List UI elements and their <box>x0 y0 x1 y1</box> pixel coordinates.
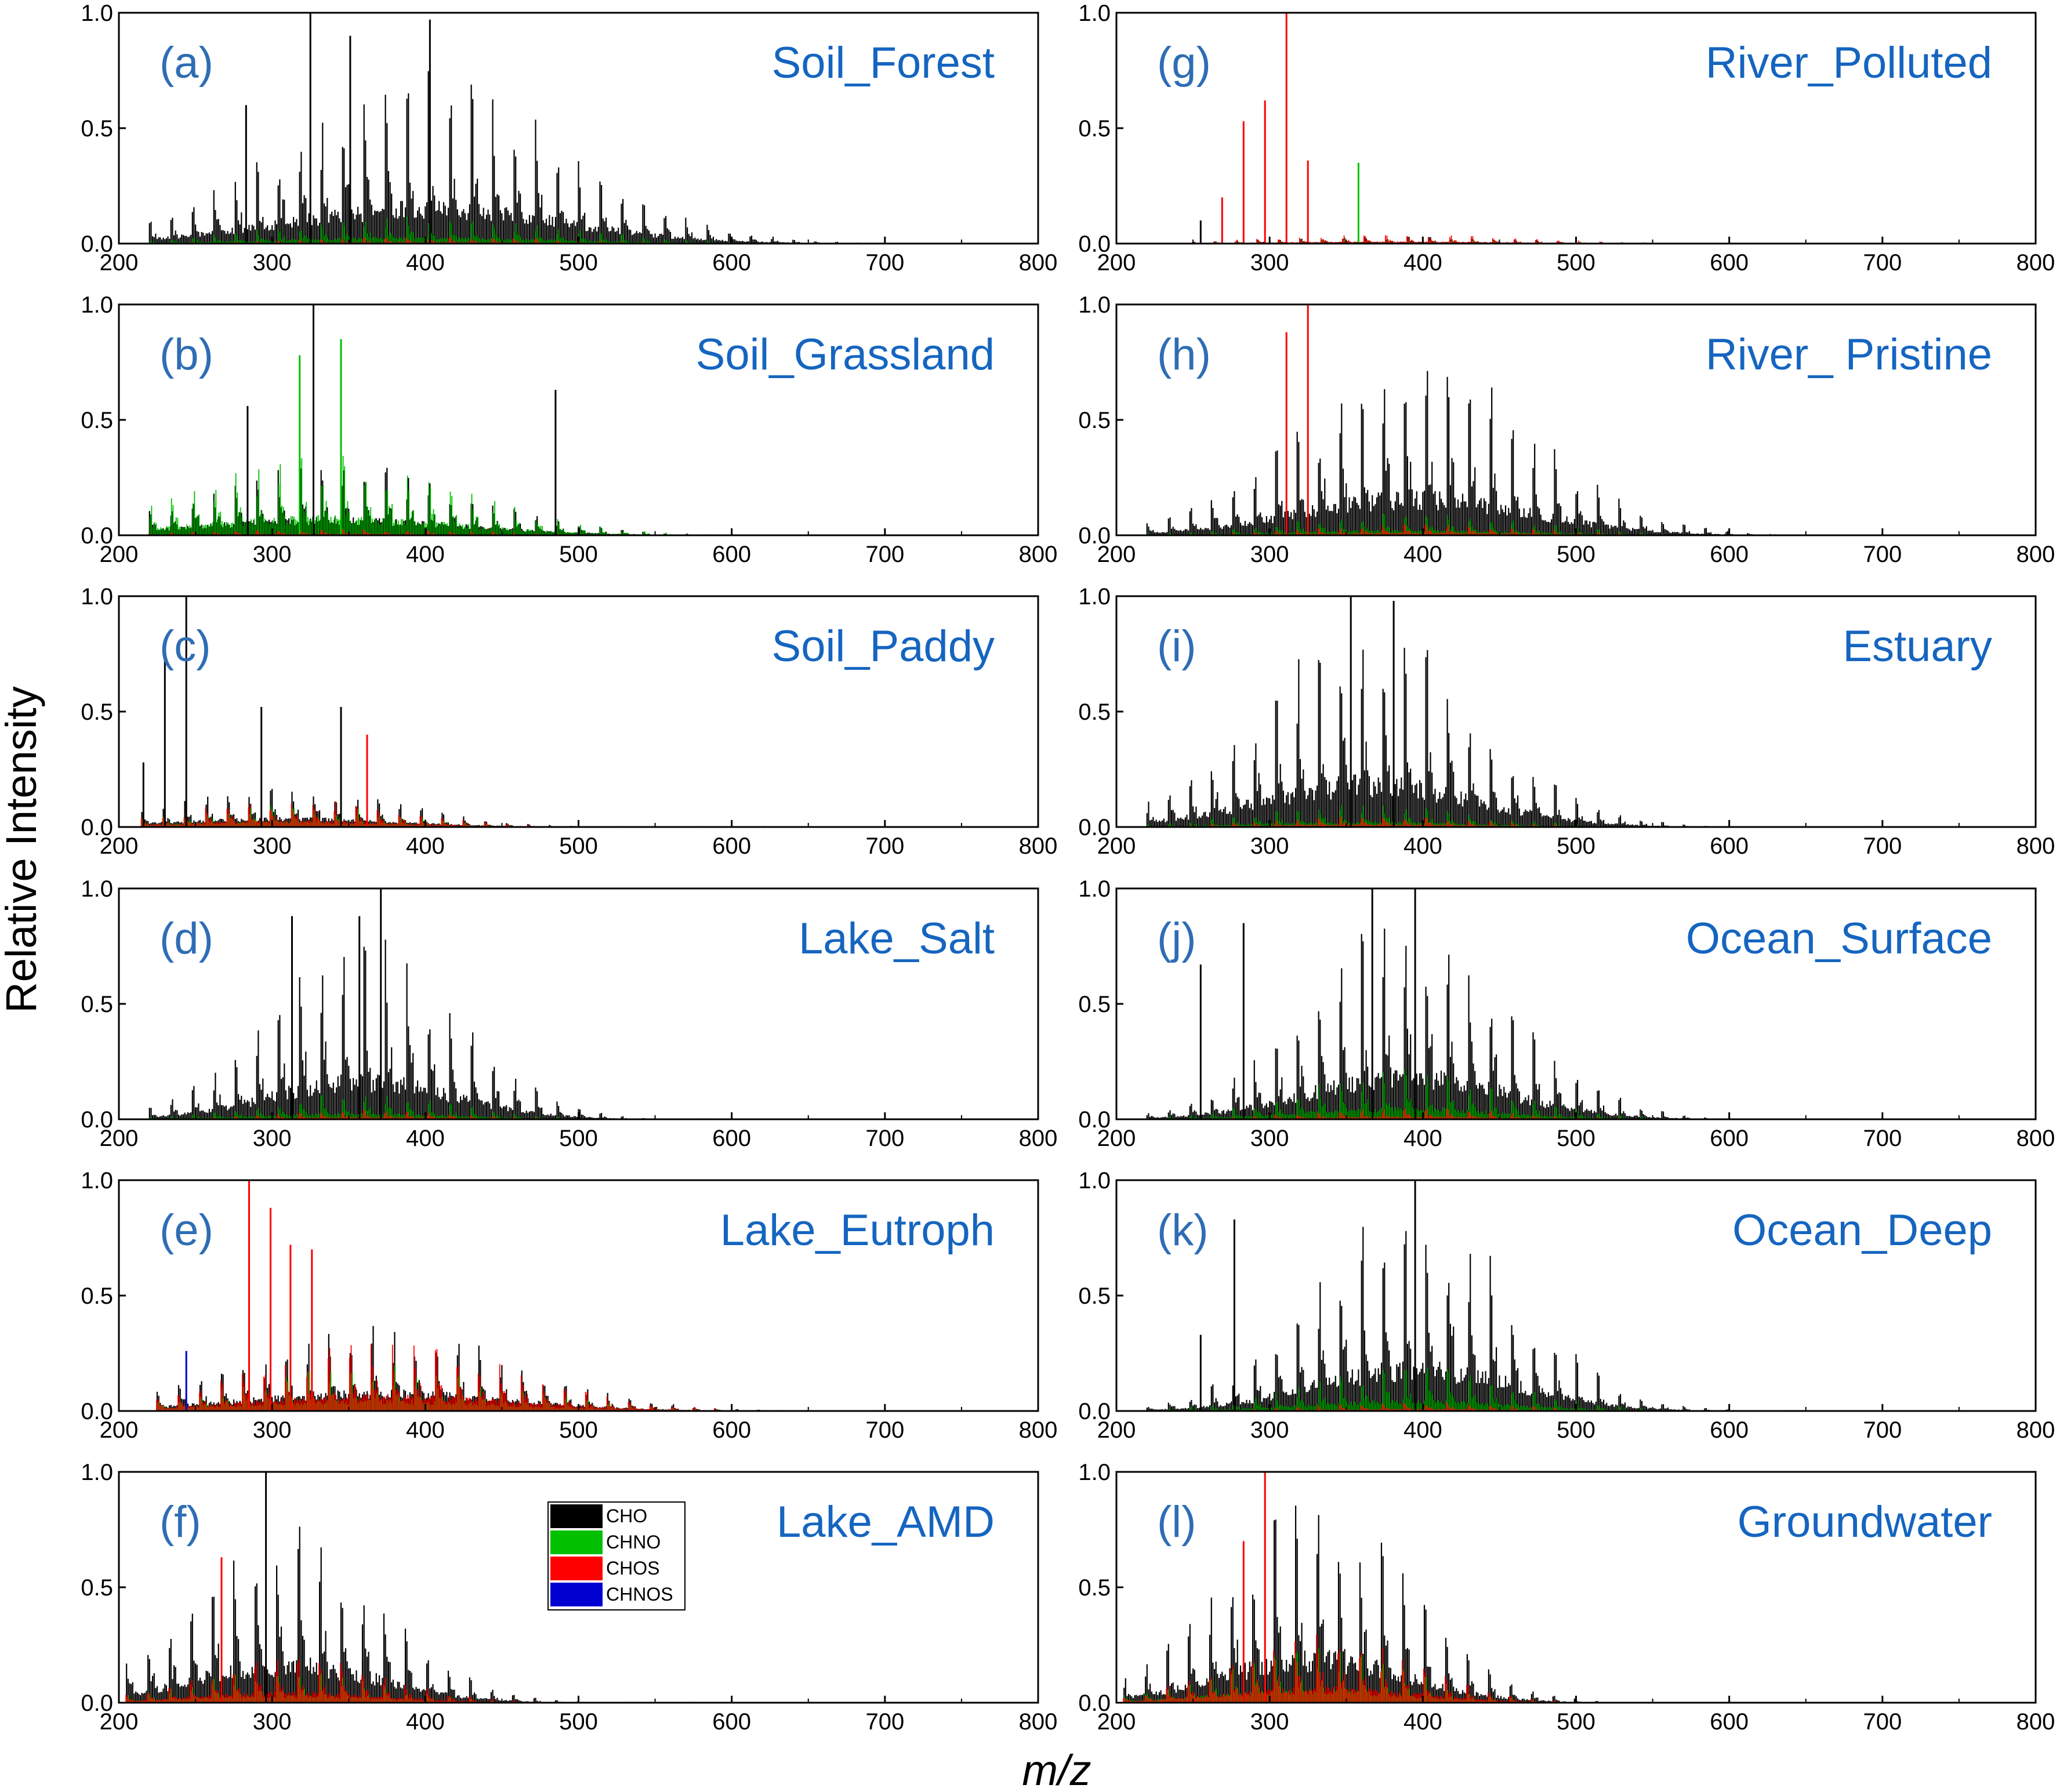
x-tick-label: 800 <box>1019 542 1058 567</box>
spectrum-bars <box>148 888 884 1119</box>
x-axis-label: m/z <box>1022 1746 1091 1792</box>
x-tick-label: 400 <box>406 833 445 859</box>
y-tick-label: 1.0 <box>81 292 113 318</box>
x-tick-label: 300 <box>253 833 292 859</box>
panel-a: 200 300 400 500 600 700 800 0.0 0.5 1.0 (a) Soil_Fo… <box>81 1 1057 275</box>
x-tick-label: 500 <box>559 833 598 859</box>
x-tick-label: 200 <box>100 250 139 275</box>
y-tick-label: 0.5 <box>81 699 113 725</box>
x-tick-label: 400 <box>406 542 445 567</box>
panel-tag: (a) <box>159 38 213 88</box>
x-tick-label: 600 <box>712 833 751 859</box>
y-tick-label: 0.0 <box>81 523 113 549</box>
panel-title: Soil_Paddy <box>772 622 995 671</box>
x-tick-label: 600 <box>712 542 751 567</box>
y-tick-label: 0.5 <box>81 408 113 433</box>
x-tick-label: 800 <box>1019 833 1058 859</box>
x-tick-label: 300 <box>253 250 292 275</box>
panel-title: Soil_Forest <box>772 38 995 88</box>
x-tick-label: 200 <box>100 542 139 567</box>
x-tick-label: 300 <box>253 542 292 567</box>
y-tick-label: 1.0 <box>81 584 113 610</box>
panel-tag: (b) <box>159 330 213 379</box>
x-tick-label: 600 <box>712 250 751 275</box>
x-tick-label: 500 <box>559 250 598 275</box>
panel-title: Soil_Grassland <box>696 330 995 379</box>
panel-tag: (c) <box>159 622 211 671</box>
x-tick-label: 700 <box>865 250 904 275</box>
x-tick-label: 500 <box>559 542 598 567</box>
x-tick-label: 700 <box>865 833 904 859</box>
panel-c: 200 300 400 500 600 700 800 0.0 0.5 1.0 (c) Soil_Pa… <box>81 584 1057 859</box>
y-tick-label: 0.0 <box>81 815 113 840</box>
x-tick-label: 400 <box>406 250 445 275</box>
y-tick-label: 0.5 <box>81 116 113 142</box>
y-tick-label: 0.0 <box>81 231 113 257</box>
y-tick-label: 1.0 <box>81 1 113 26</box>
panel-b: 200 300 400 500 600 700 800 0.0 0.5 1.0 (b) Soil_Gr… <box>81 292 1057 567</box>
y-axis-label: Relative Intensity <box>0 686 45 1013</box>
panels: 200 300 400 500 600 700 800 0.0 0.5 1.0 (a) Soil_Fo… <box>81 1 2055 1735</box>
x-tick-label: 200 <box>100 833 139 859</box>
x-tick-label: 800 <box>1019 250 1058 275</box>
x-tick-label: 700 <box>865 542 904 567</box>
